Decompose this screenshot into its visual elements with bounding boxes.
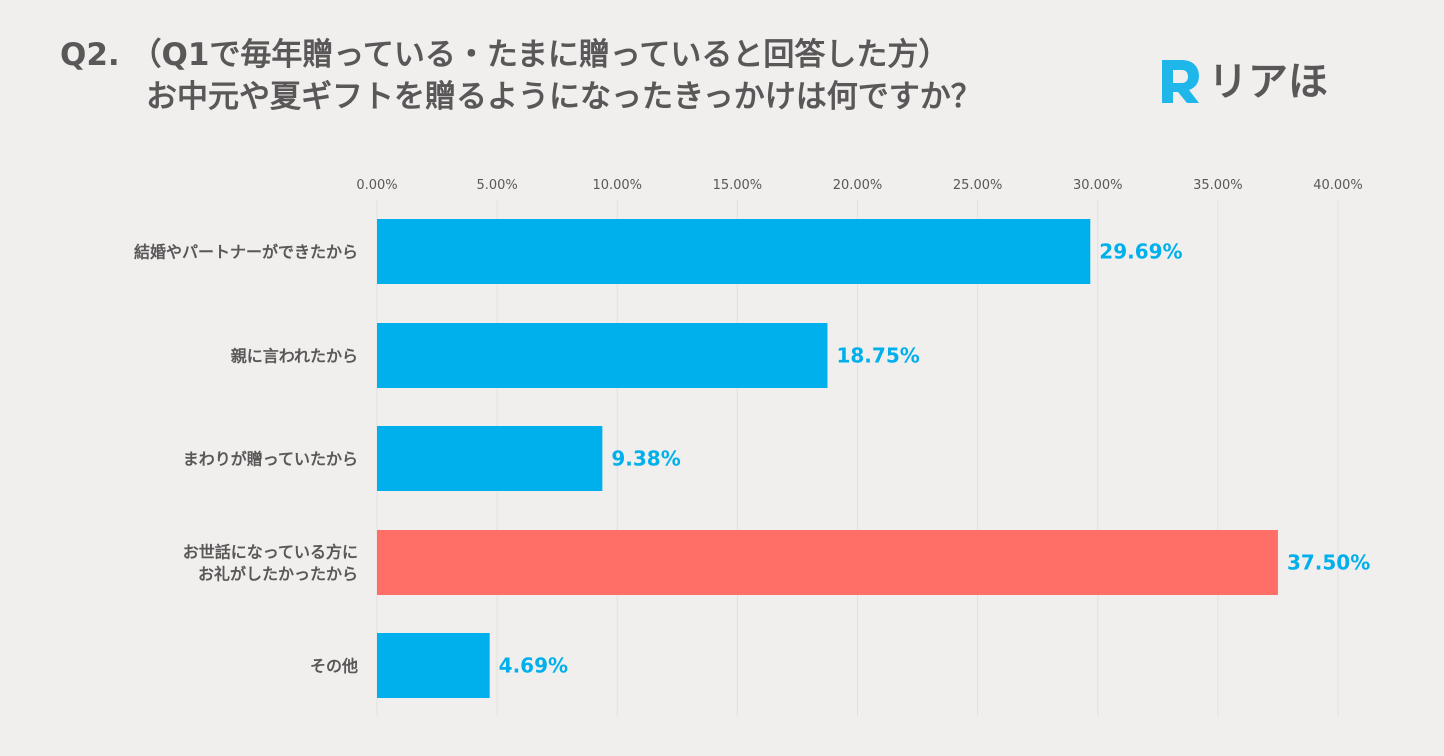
x-tick-label: 40.00%: [1313, 178, 1363, 193]
category-label: お世話になっている方に: [183, 543, 358, 562]
bar: [377, 219, 1091, 284]
x-tick-label: 25.00%: [953, 178, 1003, 193]
chart-title-line-2: お中元や夏ギフトを贈るようになったきっかけは何ですか？: [146, 79, 982, 115]
data-label: 9.38%: [611, 447, 680, 471]
bar: [377, 323, 828, 388]
category-label: まわりが贈っていたから: [183, 450, 358, 469]
category-label: お礼がしたかったから: [198, 565, 358, 584]
category-label: その他: [310, 657, 358, 676]
chart-title: Q2. （Q1で毎年贈っている・たまに贈っていると回答した方） お中元や夏ギフト…: [60, 34, 1150, 118]
brand-logo: リアほ: [1156, 52, 1328, 112]
x-axis-ticks: 0.00% 5.00% 10.00% 15.00% 20.00% 25.00% 30.00%…: [356, 178, 1362, 193]
x-tick-label: 20.00%: [833, 178, 883, 193]
x-tick-label: 5.00%: [476, 178, 517, 193]
bar: [377, 426, 603, 491]
data-labels: 29.69% 18.75% 9.38% 37.50% 4.69%: [499, 240, 1371, 678]
x-tick-label: 10.00%: [592, 178, 642, 193]
category-label: 結婚やパートナーができたから: [134, 243, 358, 262]
bar: [377, 633, 490, 698]
x-tick-label: 35.00%: [1193, 178, 1243, 193]
data-label: 29.69%: [1099, 240, 1182, 264]
bar-highlight: [377, 530, 1278, 595]
logo-r-shape: [1162, 60, 1199, 103]
x-tick-label: 15.00%: [713, 178, 763, 193]
logo-r-mark-icon: [1162, 60, 1199, 103]
category-label: 親に言われたから: [231, 347, 358, 366]
chart-title-line-1: Q2. （Q1で毎年贈っている・たまに贈っていると回答した方）: [60, 37, 950, 73]
data-label: 4.69%: [499, 654, 568, 678]
data-label: 37.50%: [1287, 551, 1370, 575]
grid-lines: [376, 200, 1339, 716]
logo-text: リアほ: [1208, 59, 1328, 105]
bars: [377, 219, 1278, 698]
data-label: 18.75%: [836, 344, 919, 368]
category-labels: 結婚やパートナーができたから親に言われたからまわりが贈っていたからお世話になって…: [134, 243, 358, 676]
x-tick-label: 0.00%: [356, 178, 397, 193]
x-tick-label: 30.00%: [1073, 178, 1123, 193]
